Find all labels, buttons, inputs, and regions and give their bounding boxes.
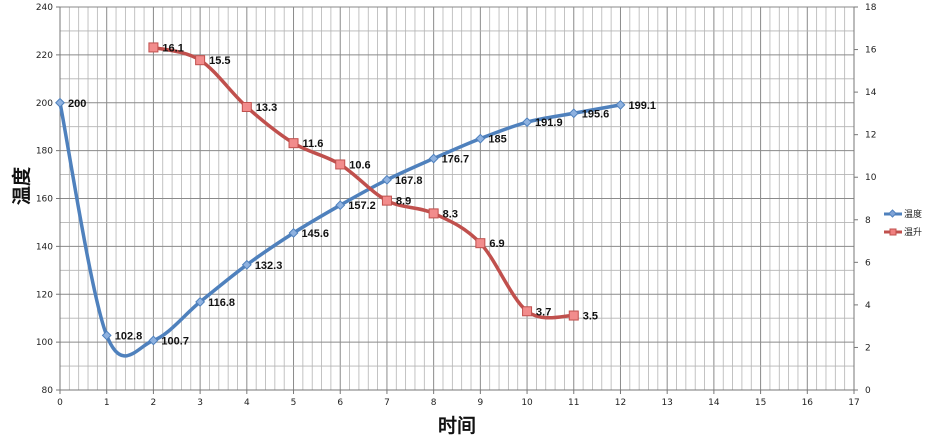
x-tick-label: 12 bbox=[615, 398, 626, 408]
series-line bbox=[152, 45, 574, 320]
square-marker-icon bbox=[568, 310, 579, 321]
data-label: 199.1 bbox=[628, 100, 656, 112]
x-tick-label: 0 bbox=[57, 398, 63, 408]
diamond-marker-icon bbox=[381, 174, 392, 185]
diamond-marker-icon bbox=[55, 97, 65, 108]
square-marker-icon bbox=[148, 42, 159, 53]
data-label: 145.6 bbox=[302, 228, 330, 240]
y2-tick-label: 16 bbox=[865, 46, 877, 56]
data-label: 157.2 bbox=[348, 200, 376, 212]
y-tick-label: 120 bbox=[36, 290, 53, 300]
data-label: 102.8 bbox=[115, 330, 143, 342]
diamond-marker-icon bbox=[335, 200, 346, 211]
data-label: 167.8 bbox=[395, 175, 423, 187]
legend-label: 温度 bbox=[904, 208, 922, 220]
data-label: 11.6 bbox=[303, 138, 324, 150]
x-tick-label: 3 bbox=[197, 398, 203, 408]
y2-tick-label: 14 bbox=[865, 88, 877, 98]
square-marker-icon bbox=[335, 159, 346, 170]
x-tick-label: 6 bbox=[337, 398, 343, 408]
square-marker-icon bbox=[381, 195, 392, 206]
y2-tick-label: 10 bbox=[865, 173, 877, 183]
data-label: 8.3 bbox=[443, 208, 458, 220]
y-tick-label: 240 bbox=[36, 3, 53, 13]
diamond-marker-icon bbox=[101, 330, 112, 341]
diamond-marker-icon bbox=[288, 228, 299, 238]
data-label: 15.5 bbox=[209, 55, 230, 67]
data-label: 6.9 bbox=[489, 238, 504, 250]
y-tick-label: 100 bbox=[36, 338, 53, 348]
data-label: 3.5 bbox=[583, 311, 598, 323]
diamond-marker-icon bbox=[148, 335, 159, 346]
y2-tick-label: 0 bbox=[865, 386, 871, 396]
y2-tick-label: 6 bbox=[865, 258, 871, 268]
x-tick-label: 1 bbox=[104, 398, 110, 408]
x-tick-label: 14 bbox=[708, 398, 720, 408]
data-label: 16.1 bbox=[162, 42, 183, 54]
y-tick-label: 180 bbox=[36, 147, 53, 157]
legend-item-temperature-rise[interactable]: 温升 bbox=[884, 227, 922, 238]
square-marker-icon bbox=[241, 102, 252, 113]
square-marker-icon bbox=[475, 238, 486, 249]
y-axis-title: 温度 bbox=[10, 166, 33, 205]
y2-tick-label: 2 bbox=[865, 343, 871, 353]
y-tick-label: 140 bbox=[36, 242, 53, 252]
y2-tick-label: 4 bbox=[865, 301, 871, 311]
square-marker-icon bbox=[889, 228, 897, 236]
y-tick-label: 220 bbox=[36, 51, 53, 61]
data-label: 132.3 bbox=[255, 260, 283, 272]
x-tick-label: 15 bbox=[755, 398, 766, 408]
x-tick-label: 10 bbox=[521, 398, 533, 408]
diamond-marker-icon bbox=[615, 99, 626, 110]
square-marker-icon bbox=[522, 306, 533, 317]
data-labels: 200 102.8 100.7 116.8 132.3 145.6 157.2 167.8 17… bbox=[68, 42, 656, 347]
legend: 温度 温升 bbox=[884, 208, 922, 238]
y2-tick-label: 8 bbox=[865, 216, 871, 226]
x-tick-label: 9 bbox=[477, 398, 483, 408]
y-tick-label: 160 bbox=[36, 195, 53, 205]
data-series bbox=[55, 42, 626, 358]
data-label: 3.7 bbox=[536, 306, 551, 318]
data-label: 13.3 bbox=[256, 102, 277, 114]
data-label: 116.8 bbox=[208, 297, 235, 309]
y2-tick-label: 18 bbox=[865, 3, 877, 13]
x-tick-label: 16 bbox=[802, 398, 814, 408]
data-label: 100.7 bbox=[161, 335, 189, 347]
diamond-marker-icon bbox=[568, 108, 579, 119]
diamond-marker-icon bbox=[475, 133, 486, 144]
axes: 8010012014016018020022024002468101214161… bbox=[36, 3, 877, 408]
square-marker-icon bbox=[288, 138, 299, 149]
x-tick-label: 2 bbox=[151, 398, 157, 408]
legend-item-temperature[interactable]: 温度 bbox=[884, 208, 922, 220]
x-tick-label: 8 bbox=[431, 398, 437, 408]
x-tick-label: 7 bbox=[384, 398, 390, 408]
x-axis-title: 时间 bbox=[438, 415, 476, 437]
diamond-marker-icon bbox=[428, 153, 439, 164]
diamond-marker-icon bbox=[195, 296, 206, 307]
square-marker-icon bbox=[428, 208, 439, 219]
diamond-marker-icon bbox=[241, 259, 252, 270]
x-tick-label: 13 bbox=[661, 398, 672, 408]
x-tick-label: 11 bbox=[568, 398, 579, 408]
data-label: 191.9 bbox=[535, 117, 563, 129]
y-tick-label: 200 bbox=[36, 99, 53, 109]
data-label: 185 bbox=[488, 134, 506, 146]
x-tick-label: 5 bbox=[291, 398, 297, 408]
x-tick-label: 17 bbox=[848, 398, 859, 408]
data-label: 195.6 bbox=[582, 108, 610, 120]
data-label: 8.9 bbox=[396, 196, 411, 208]
legend-label: 温升 bbox=[904, 227, 922, 238]
x-tick-label: 4 bbox=[244, 398, 250, 408]
diamond-marker-icon bbox=[522, 117, 533, 128]
square-marker-icon bbox=[195, 55, 206, 66]
data-label: 10.6 bbox=[349, 159, 370, 171]
y-tick-label: 80 bbox=[42, 386, 54, 396]
diamond-marker-icon bbox=[888, 209, 897, 218]
data-label: 176.7 bbox=[442, 154, 470, 166]
series-line bbox=[58, 102, 621, 358]
data-label: 200 bbox=[68, 98, 86, 110]
y2-tick-label: 12 bbox=[865, 131, 876, 141]
gridlines bbox=[59, 6, 855, 391]
